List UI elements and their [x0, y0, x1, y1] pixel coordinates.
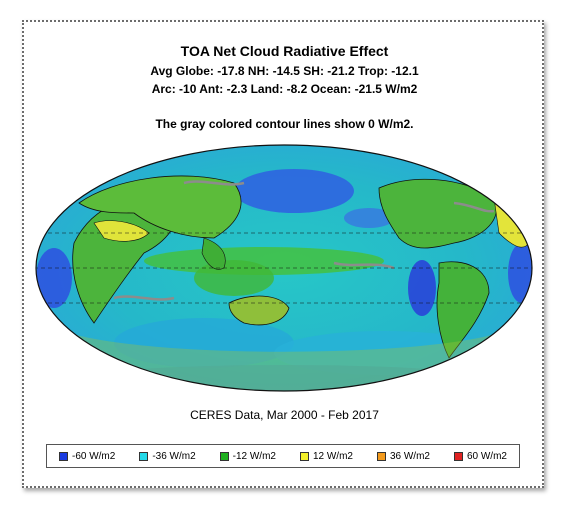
- legend-swatch: [453, 451, 463, 461]
- legend-swatch: [376, 451, 386, 461]
- legend-item: 12 W/m2: [299, 450, 353, 462]
- stats-line-1: Avg Globe: -17.8 NH: -14.5 SH: -21.2 Tro…: [150, 64, 419, 78]
- legend-item: -12 W/m2: [219, 450, 276, 462]
- legend-swatch: [58, 451, 68, 461]
- southern-ocean-band: [114, 318, 294, 368]
- contour-note: The gray colored contour lines show 0 W/…: [155, 117, 414, 131]
- globe-outline: [35, 144, 533, 392]
- map-title: TOA Net Cloud Radiative Effect: [180, 43, 389, 59]
- legend-label: 12 W/m2: [312, 450, 353, 462]
- warm-pool-green: [194, 260, 274, 296]
- legend-swatch: [299, 451, 309, 461]
- data-source-label: CERES Data, Mar 2000 - Feb 2017: [190, 408, 379, 422]
- north-america-landmass: [378, 178, 497, 249]
- legend-label: -12 W/m2: [232, 450, 276, 462]
- legend-label: 36 W/m2: [389, 450, 430, 462]
- mollweide-map: [35, 144, 533, 392]
- legend-item: -36 W/m2: [139, 450, 196, 462]
- north-pacific-negative: [234, 169, 354, 213]
- legend-item: 36 W/m2: [376, 450, 430, 462]
- legend-label: -36 W/m2: [152, 450, 196, 462]
- legend-label: 60 W/m2: [466, 450, 507, 462]
- zero-contour-lines: [113, 180, 495, 301]
- eurasia-landmass: [78, 175, 242, 239]
- south-america-landmass: [436, 261, 490, 359]
- west-edge-negative: [36, 248, 72, 308]
- legend-item: -60 W/m2: [58, 450, 116, 462]
- stats-line-2: Arc: -10 Ant: -2.3 Land: -8.2 Ocean: -21…: [151, 82, 418, 96]
- east-pacific-negative: [344, 208, 394, 228]
- peru-stratocumulus: [408, 260, 436, 316]
- legend-item: 60 W/m2: [453, 450, 507, 462]
- color-legend: -60 W/m2 -36 W/m2 -12 W/m2 12 W/m2 36 W/…: [46, 444, 520, 468]
- legend-label: -60 W/m2: [71, 450, 116, 462]
- antarctica-shade: [68, 333, 500, 391]
- legend-swatch: [139, 451, 149, 461]
- legend-swatch: [219, 451, 229, 461]
